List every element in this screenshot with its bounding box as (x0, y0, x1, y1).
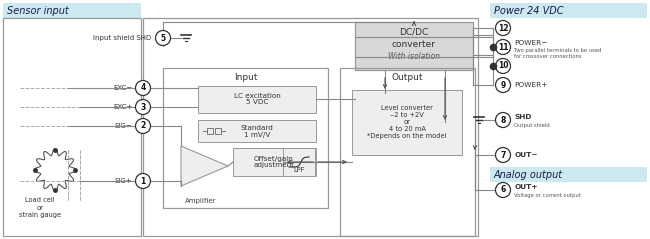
Text: 5: 5 (161, 33, 166, 43)
Circle shape (135, 174, 151, 189)
Bar (215, 128, 221, 134)
Bar (340, 68, 475, 236)
Text: Input shield SHD: Input shield SHD (93, 35, 151, 41)
Text: With isolation: With isolation (388, 51, 440, 60)
Text: Input: Input (234, 72, 257, 81)
Text: DC/DC: DC/DC (399, 27, 428, 37)
Text: 1: 1 (140, 176, 146, 185)
Text: 6: 6 (500, 185, 506, 195)
Bar (3, 18, 141, 236)
Text: 8: 8 (500, 115, 506, 125)
Text: Sensor input: Sensor input (7, 6, 69, 16)
Text: 9: 9 (500, 81, 506, 89)
Circle shape (495, 77, 510, 92)
Circle shape (495, 183, 510, 197)
Text: POWER+: POWER+ (515, 82, 548, 88)
Text: 10: 10 (498, 61, 508, 71)
Bar (163, 68, 328, 208)
Text: SIG−: SIG− (115, 123, 133, 129)
Text: Load cell
or
strain gauge: Load cell or strain gauge (19, 197, 61, 218)
Text: Two parallel terminals to be used: Two parallel terminals to be used (515, 48, 602, 53)
Bar (490, 3, 647, 18)
Text: OUT+: OUT+ (515, 184, 538, 190)
Text: LC excitation
5 VDC: LC excitation 5 VDC (233, 92, 280, 105)
Text: Amplifier: Amplifier (185, 198, 216, 204)
Text: 2: 2 (140, 121, 146, 130)
Circle shape (495, 59, 510, 74)
Bar (198, 120, 316, 142)
Text: Standard
1 mV/V: Standard 1 mV/V (240, 125, 274, 137)
Text: SIG+: SIG+ (115, 178, 133, 184)
Text: Power 24 VDC: Power 24 VDC (494, 6, 564, 16)
Text: 7: 7 (500, 151, 506, 159)
Polygon shape (181, 146, 228, 186)
Text: converter: converter (392, 39, 436, 49)
Circle shape (495, 21, 510, 36)
Text: Voltage or current output: Voltage or current output (515, 192, 581, 197)
Text: Level converter
‒2 to +2V
or
4 to 20 mA
*Depends on the model: Level converter ‒2 to +2V or 4 to 20 mA … (367, 105, 447, 139)
Bar (355, 22, 473, 70)
Text: 11: 11 (498, 43, 508, 51)
Circle shape (495, 147, 510, 163)
Circle shape (495, 113, 510, 127)
Circle shape (135, 81, 151, 96)
Text: 3: 3 (140, 103, 146, 112)
Circle shape (495, 39, 510, 54)
Circle shape (135, 119, 151, 134)
Bar (198, 86, 316, 113)
Text: LPF: LPF (293, 167, 305, 173)
Text: EXC−: EXC− (113, 85, 133, 91)
Text: POWER−: POWER− (515, 40, 548, 46)
Text: Output: Output (392, 74, 423, 82)
Bar (490, 167, 647, 182)
Bar (283, 148, 315, 176)
Circle shape (135, 99, 151, 114)
Text: SHD: SHD (515, 114, 532, 120)
Bar (3, 3, 141, 18)
Bar (233, 148, 316, 176)
Text: Analog output: Analog output (494, 170, 563, 180)
Bar (143, 18, 478, 236)
Text: Offset/gain
adjustment: Offset/gain adjustment (254, 156, 294, 168)
Text: OUT−: OUT− (515, 152, 538, 158)
Text: for crossover connections: for crossover connections (515, 54, 582, 59)
Text: EXC+: EXC+ (113, 104, 133, 110)
Text: Output shield: Output shield (515, 123, 551, 127)
Text: 4: 4 (140, 83, 146, 92)
Bar (352, 90, 462, 155)
Circle shape (155, 31, 170, 45)
Bar (207, 128, 213, 134)
Text: 12: 12 (498, 23, 508, 33)
